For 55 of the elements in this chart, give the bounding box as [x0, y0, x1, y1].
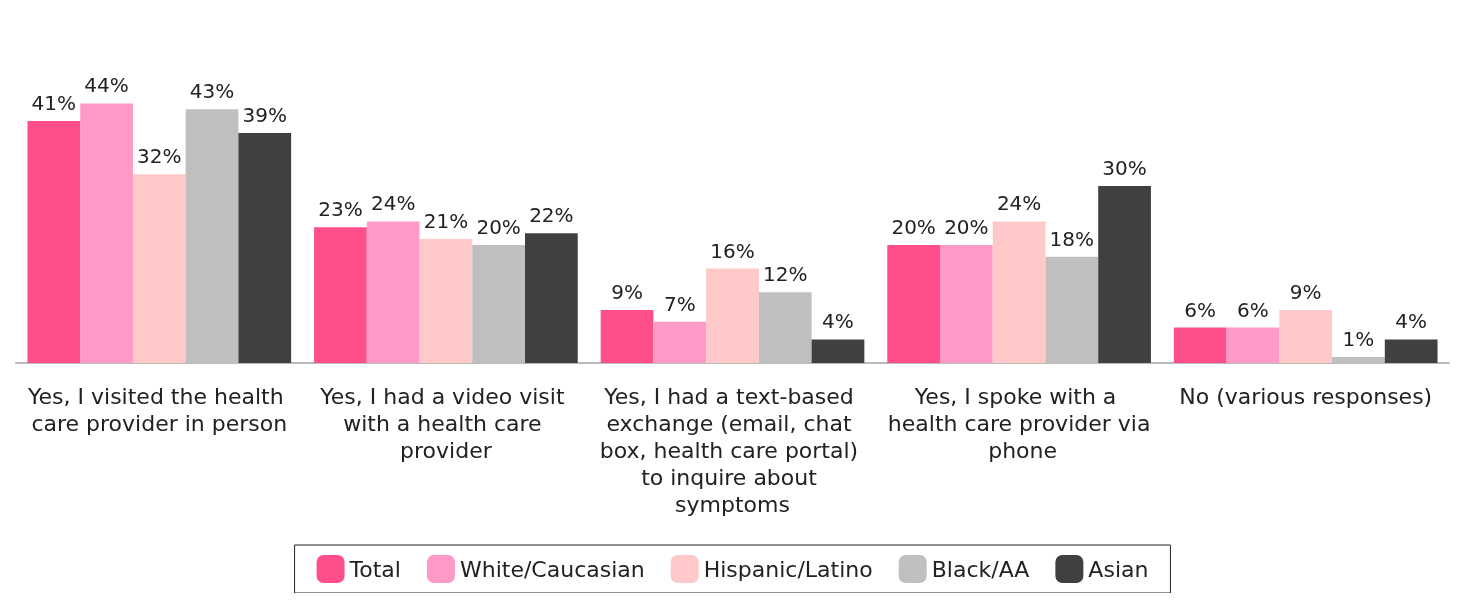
bar — [314, 227, 367, 363]
data-label: 44% — [84, 73, 129, 98]
data-label: 16% — [710, 238, 755, 263]
bar — [887, 245, 940, 363]
data-label: 9% — [611, 279, 643, 304]
data-label: 43% — [189, 79, 235, 104]
data-label: 18% — [1049, 226, 1095, 251]
legend-label: Asian — [1088, 556, 1149, 582]
legend-label: Hispanic/Latino — [703, 556, 873, 582]
bar — [238, 132, 292, 363]
bar — [600, 309, 654, 363]
legend-label: White/Caucasian — [459, 556, 645, 582]
x-tick-label: Yes, I had a text-based exchange (email, chat box, health care portal) to inquire about symptoms — [599, 384, 866, 517]
data-label: 4% — [1395, 309, 1428, 334]
bar — [1173, 327, 1227, 363]
data-label: 39% — [242, 102, 287, 127]
bar — [811, 339, 865, 363]
bar — [1098, 186, 1151, 363]
bar — [992, 221, 1046, 363]
data-label: 24% — [370, 191, 416, 216]
bar — [132, 174, 186, 363]
legend-label: Black/AA — [931, 556, 1030, 582]
data-label: 22% — [529, 203, 574, 228]
legend-label: Total — [348, 556, 401, 582]
bar — [366, 221, 420, 363]
bar — [525, 233, 578, 363]
data-label: 20% — [944, 215, 989, 239]
x-tick-label: Yes, I had a video visit with a health care provider — [319, 384, 572, 463]
data-label: 24% — [996, 191, 1042, 216]
bar — [1226, 327, 1280, 363]
x-tick-label: No (various responses) — [1179, 384, 1433, 409]
bar — [27, 121, 81, 363]
bar — [419, 239, 473, 363]
data-label: 20% — [476, 215, 521, 239]
data-label: 41% — [31, 91, 77, 116]
data-label: 6% — [1237, 297, 1269, 322]
data-label: 7% — [663, 291, 696, 316]
data-label: 20% — [891, 215, 936, 239]
x-tick-label: Yes, I visited the health care provider in person — [27, 384, 291, 436]
data-label: 23% — [318, 197, 363, 222]
data-label: 1% — [1342, 327, 1375, 352]
data-label: 30% — [1102, 156, 1147, 180]
data-label: 21% — [423, 209, 469, 234]
bar — [1279, 309, 1333, 363]
data-label: 12% — [763, 262, 808, 287]
bar — [80, 103, 133, 363]
bar — [940, 245, 993, 363]
data-label: 9% — [1289, 279, 1322, 304]
bar — [706, 268, 759, 363]
data-label: 4% — [822, 309, 854, 334]
bar — [1384, 339, 1438, 363]
bar — [653, 321, 707, 363]
data-label: 32% — [137, 144, 182, 169]
x-tick-label: Yes, I spoke with a health care provider via phone — [887, 384, 1151, 463]
data-label: 6% — [1184, 297, 1217, 322]
